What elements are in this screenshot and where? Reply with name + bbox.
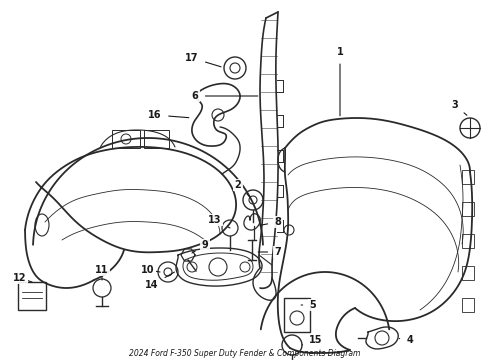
Text: 10: 10 xyxy=(141,265,160,275)
Text: 8: 8 xyxy=(260,217,281,227)
Text: 3: 3 xyxy=(452,100,467,115)
Text: 2024 Ford F-350 Super Duty Fender & Components Diagram: 2024 Ford F-350 Super Duty Fender & Comp… xyxy=(129,349,361,358)
Bar xyxy=(112,130,140,148)
Text: 16: 16 xyxy=(148,110,189,120)
Text: 1: 1 xyxy=(337,47,343,116)
Text: 13: 13 xyxy=(208,215,230,228)
Bar xyxy=(462,234,474,248)
Text: 17: 17 xyxy=(185,53,221,67)
Text: 5: 5 xyxy=(301,300,317,310)
Bar xyxy=(462,298,474,312)
Bar xyxy=(144,130,169,148)
Text: 9: 9 xyxy=(192,240,208,253)
Text: 14: 14 xyxy=(145,272,174,290)
Bar xyxy=(18,282,46,310)
Text: 7: 7 xyxy=(258,247,281,257)
Text: 15: 15 xyxy=(302,335,323,345)
Bar xyxy=(462,202,474,216)
Text: 11: 11 xyxy=(95,265,109,280)
Bar xyxy=(462,266,474,280)
Text: 2: 2 xyxy=(235,180,250,197)
Text: 12: 12 xyxy=(13,273,32,283)
Text: 4: 4 xyxy=(399,335,414,345)
Bar xyxy=(284,298,310,332)
Text: 6: 6 xyxy=(192,91,258,101)
Bar xyxy=(462,170,474,184)
